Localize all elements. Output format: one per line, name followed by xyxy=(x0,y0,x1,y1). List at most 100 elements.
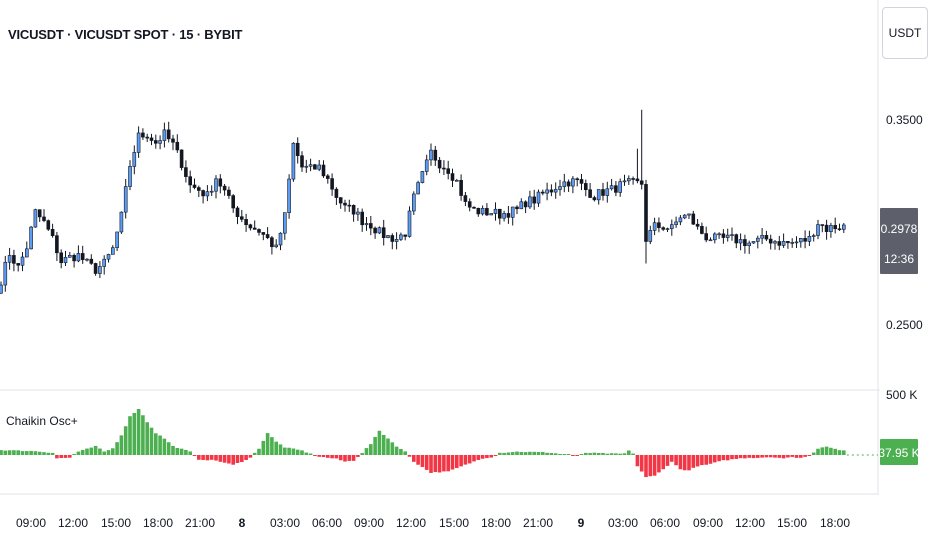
candle[interactable] xyxy=(553,182,558,199)
candle[interactable] xyxy=(433,145,438,166)
candle[interactable] xyxy=(429,143,433,166)
candle[interactable] xyxy=(274,239,279,249)
oscillator-bar[interactable] xyxy=(687,455,691,471)
oscillator-bar[interactable] xyxy=(536,451,541,455)
oscillator-bar[interactable] xyxy=(695,455,700,467)
candle[interactable] xyxy=(558,179,562,196)
candle[interactable] xyxy=(829,222,833,238)
oscillator-bar[interactable] xyxy=(386,438,390,455)
candle[interactable] xyxy=(583,179,588,197)
candle[interactable] xyxy=(626,175,631,185)
oscillator-bar[interactable] xyxy=(205,455,210,461)
candle[interactable] xyxy=(777,235,782,251)
candle[interactable] xyxy=(605,181,610,203)
candle[interactable] xyxy=(98,261,102,279)
oscillator-bar[interactable] xyxy=(463,455,468,465)
candle[interactable] xyxy=(304,159,309,173)
candle[interactable] xyxy=(614,181,618,197)
oscillator-bar[interactable] xyxy=(515,451,519,455)
candle[interactable] xyxy=(502,210,506,222)
candle[interactable] xyxy=(149,133,154,146)
candle[interactable] xyxy=(63,250,68,266)
oscillator-bar[interactable] xyxy=(377,430,382,455)
oscillator-bar[interactable] xyxy=(730,455,734,460)
candle[interactable] xyxy=(115,231,119,252)
candle[interactable] xyxy=(480,205,485,216)
oscillator-bar[interactable] xyxy=(510,452,515,455)
candle[interactable] xyxy=(635,148,640,184)
oscillator-bar[interactable] xyxy=(446,455,450,472)
candle[interactable] xyxy=(72,253,76,268)
oscillator-bar[interactable] xyxy=(132,412,137,455)
oscillator-bar[interactable] xyxy=(338,455,343,461)
oscillator-bar[interactable] xyxy=(786,455,790,458)
oscillator-bar[interactable] xyxy=(816,448,820,455)
oscillator-bar[interactable] xyxy=(777,455,782,458)
oscillator-bar[interactable] xyxy=(562,454,567,455)
oscillator-bar[interactable] xyxy=(467,455,472,464)
candle[interactable] xyxy=(80,245,85,264)
candle[interactable] xyxy=(687,213,691,220)
oscillator-bar[interactable] xyxy=(171,445,175,455)
candle[interactable] xyxy=(446,160,451,180)
oscillator-bar[interactable] xyxy=(347,455,352,461)
oscillator-bar[interactable] xyxy=(227,455,231,464)
oscillator-bar[interactable] xyxy=(252,452,257,455)
candle[interactable] xyxy=(106,253,111,263)
candle[interactable] xyxy=(596,189,601,205)
candle[interactable] xyxy=(506,205,511,224)
candle[interactable] xyxy=(747,240,752,254)
candle[interactable] xyxy=(252,220,257,230)
candle[interactable] xyxy=(158,135,162,150)
candle[interactable] xyxy=(119,211,124,234)
candle[interactable] xyxy=(755,235,760,249)
candle[interactable] xyxy=(175,134,180,153)
oscillator-bar[interactable] xyxy=(16,450,20,455)
candle[interactable] xyxy=(231,194,235,213)
candle[interactable] xyxy=(450,168,455,188)
candle[interactable] xyxy=(240,209,244,223)
oscillator-bar[interactable] xyxy=(0,450,3,455)
candle[interactable] xyxy=(562,173,567,193)
oscillator-bar[interactable] xyxy=(837,450,842,455)
oscillator-bar[interactable] xyxy=(270,437,274,455)
candle[interactable] xyxy=(373,226,377,239)
candle[interactable] xyxy=(700,222,704,235)
oscillator-bar[interactable] xyxy=(25,451,29,455)
oscillator-bar[interactable] xyxy=(691,455,696,468)
candle[interactable] xyxy=(424,154,429,176)
candle[interactable] xyxy=(162,122,167,148)
candle[interactable] xyxy=(338,197,343,209)
oscillator-bar[interactable] xyxy=(291,448,296,455)
oscillator-bar[interactable] xyxy=(42,452,46,455)
candle[interactable] xyxy=(489,213,494,216)
candle[interactable] xyxy=(16,263,21,272)
candle[interactable] xyxy=(571,176,575,194)
oscillator-bar[interactable] xyxy=(68,455,72,458)
oscillator-bar[interactable] xyxy=(751,455,756,459)
candle[interactable] xyxy=(773,239,777,250)
oscillator-bar[interactable] xyxy=(721,455,726,461)
oscillator-bar[interactable] xyxy=(240,455,244,463)
oscillator-bar[interactable] xyxy=(807,455,812,456)
candle[interactable] xyxy=(394,232,399,250)
candle[interactable] xyxy=(476,207,481,217)
candle[interactable] xyxy=(76,245,81,263)
oscillator-bar[interactable] xyxy=(317,455,321,457)
candle[interactable] xyxy=(579,174,584,191)
oscillator-bar[interactable] xyxy=(553,453,558,455)
candle[interactable] xyxy=(618,178,623,197)
candle[interactable] xyxy=(257,228,261,236)
candle[interactable] xyxy=(824,219,829,240)
oscillator-bar[interactable] xyxy=(214,455,218,461)
oscillator-bar[interactable] xyxy=(115,442,119,455)
candle[interactable] xyxy=(390,233,395,250)
candle[interactable] xyxy=(265,227,270,240)
candle[interactable] xyxy=(179,149,184,171)
candle[interactable] xyxy=(725,228,730,242)
candle[interactable] xyxy=(717,232,721,239)
oscillator-bar[interactable] xyxy=(652,455,657,476)
candle[interactable] xyxy=(781,233,786,248)
candle[interactable] xyxy=(141,128,145,140)
oscillator-bar[interactable] xyxy=(429,455,433,473)
